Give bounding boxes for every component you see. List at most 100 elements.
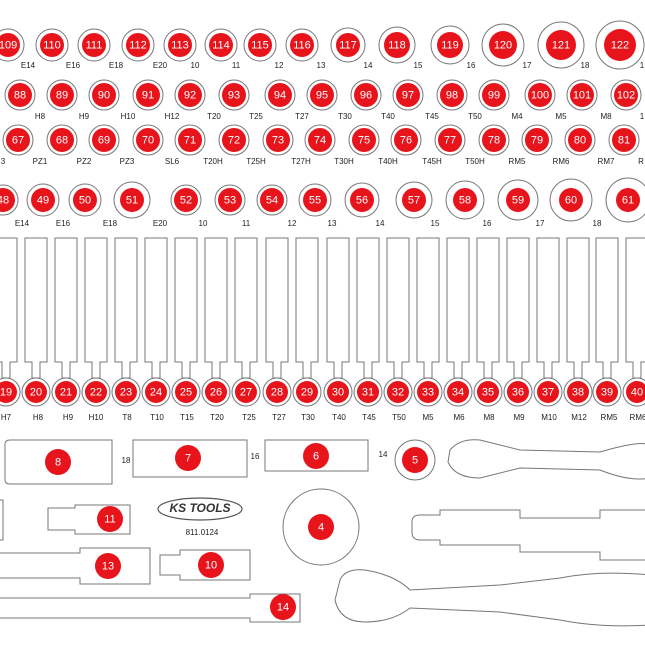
position-number: 32 bbox=[392, 386, 404, 398]
bit-slot bbox=[204, 237, 228, 379]
position-number: 22 bbox=[90, 386, 102, 398]
position-marker bbox=[616, 188, 640, 212]
position-marker bbox=[482, 128, 506, 152]
position-number: 39 bbox=[601, 386, 613, 398]
size-label: T30 bbox=[338, 112, 352, 121]
size-label: M5 bbox=[555, 112, 567, 121]
tool-cavity bbox=[0, 593, 301, 623]
size-label: T25 bbox=[242, 413, 256, 422]
position-marker bbox=[614, 83, 638, 107]
position-number: 37 bbox=[542, 386, 554, 398]
position-marker bbox=[0, 33, 20, 57]
size-label: E14 bbox=[21, 61, 36, 70]
position-number: 55 bbox=[309, 194, 321, 206]
article-number: 811.0124 bbox=[186, 528, 219, 537]
size-label: M10 bbox=[541, 413, 557, 422]
position-number: 113 bbox=[171, 39, 189, 51]
position-number: 67 bbox=[12, 134, 24, 146]
position-marker bbox=[55, 381, 77, 403]
size-label: 18 bbox=[581, 61, 590, 70]
position-number: 70 bbox=[142, 134, 154, 146]
bit-slot bbox=[24, 237, 48, 379]
position-number: 88 bbox=[14, 89, 26, 101]
position-number: 60 bbox=[565, 194, 577, 206]
position-number: 73 bbox=[272, 134, 284, 146]
position-marker bbox=[209, 33, 233, 57]
size-label: 13 bbox=[328, 219, 337, 228]
size-label: T20 bbox=[210, 413, 224, 422]
ratchet-cavity bbox=[334, 569, 645, 627]
position-marker bbox=[198, 552, 224, 578]
position-number: 115 bbox=[251, 39, 269, 51]
size-label: T27H bbox=[291, 157, 311, 166]
size-label: 15 bbox=[414, 61, 423, 70]
position-marker bbox=[97, 506, 123, 532]
position-number: 112 bbox=[129, 39, 147, 51]
size-label: 14 bbox=[364, 61, 373, 70]
position-marker bbox=[120, 188, 144, 212]
position-number: 5 bbox=[412, 454, 418, 466]
position-number: 77 bbox=[444, 134, 456, 146]
bit-slot bbox=[356, 237, 380, 379]
size-label: T15 bbox=[180, 413, 194, 422]
position-number: 122 bbox=[611, 39, 629, 51]
position-number: 95 bbox=[316, 89, 328, 101]
position-number: 72 bbox=[228, 134, 240, 146]
bit-slot bbox=[265, 237, 289, 379]
size-label: T40 bbox=[332, 413, 346, 422]
size-label: 14 bbox=[376, 219, 385, 228]
size-label: 18 bbox=[593, 219, 602, 228]
size-label: RM5 bbox=[509, 157, 526, 166]
position-number: 49 bbox=[37, 194, 49, 206]
position-marker bbox=[136, 83, 160, 107]
position-number: 119 bbox=[441, 39, 459, 51]
size-label: T30H bbox=[334, 157, 354, 166]
position-number: 4 bbox=[318, 521, 324, 533]
position-marker bbox=[303, 443, 329, 469]
position-number: 114 bbox=[212, 39, 230, 51]
position-number: 25 bbox=[180, 386, 192, 398]
position-marker bbox=[506, 188, 530, 212]
size-label: T20 bbox=[207, 112, 221, 121]
position-number: 100 bbox=[531, 89, 549, 101]
position-marker bbox=[354, 83, 378, 107]
size-label: 11 bbox=[232, 61, 241, 70]
position-marker bbox=[270, 594, 296, 620]
position-marker bbox=[525, 128, 549, 152]
position-number: 24 bbox=[150, 386, 162, 398]
bit-slot bbox=[506, 237, 530, 379]
position-number: 69 bbox=[98, 134, 110, 146]
bit-slot bbox=[326, 237, 350, 379]
tool-cavities bbox=[0, 237, 645, 627]
size-label: T45 bbox=[425, 112, 439, 121]
position-number: 118 bbox=[388, 39, 406, 51]
handle-cavity bbox=[411, 509, 645, 561]
position-marker bbox=[384, 32, 410, 58]
position-number: 48 bbox=[0, 194, 9, 206]
size-label: 16 bbox=[467, 61, 476, 70]
position-marker bbox=[482, 83, 506, 107]
size-label: 13 bbox=[317, 61, 326, 70]
position-marker bbox=[350, 188, 374, 212]
bit-slot bbox=[566, 237, 590, 379]
size-label: PZ2 bbox=[77, 157, 92, 166]
position-number: 26 bbox=[210, 386, 222, 398]
position-marker bbox=[178, 83, 202, 107]
position-number: 11 bbox=[104, 513, 115, 525]
position-number: 59 bbox=[512, 194, 524, 206]
size-label: E18 bbox=[103, 219, 118, 228]
position-number: 78 bbox=[488, 134, 500, 146]
position-marker bbox=[387, 381, 409, 403]
size-label: 12 bbox=[288, 219, 297, 228]
bit-slot bbox=[536, 237, 560, 379]
position-marker bbox=[218, 188, 242, 212]
position-number: 52 bbox=[180, 194, 192, 206]
size-label: T50 bbox=[392, 413, 406, 422]
position-marker bbox=[477, 381, 499, 403]
size-label: E16 bbox=[56, 219, 71, 228]
position-marker bbox=[82, 33, 106, 57]
position-number: 74 bbox=[314, 134, 326, 146]
position-number: 10 bbox=[205, 559, 217, 571]
size-label: 17 bbox=[536, 219, 545, 228]
